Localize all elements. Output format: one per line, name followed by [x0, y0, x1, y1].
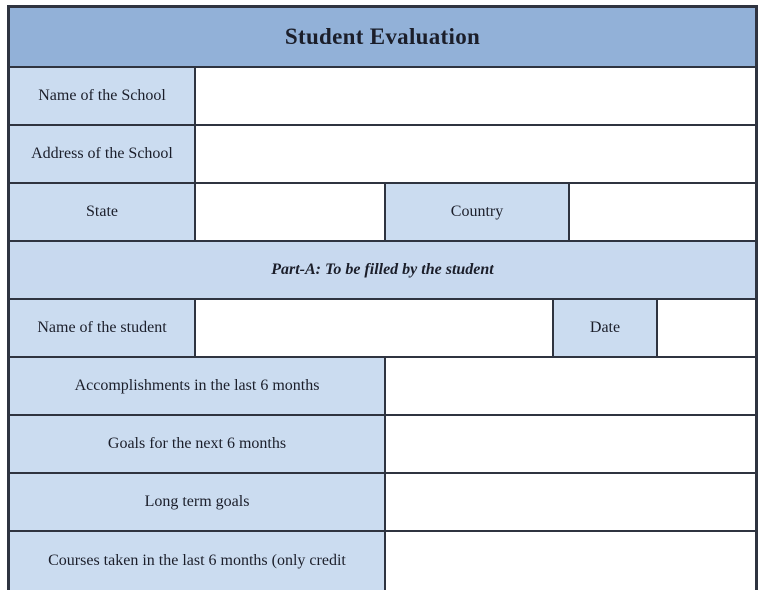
courses-taken-label: Courses taken in the last 6 months (only… — [10, 532, 386, 590]
part-a-banner-row: Part-A: To be filled by the student — [10, 240, 755, 298]
country-input[interactable] — [570, 184, 755, 240]
school-address-row: Address of the School — [10, 124, 755, 182]
student-name-input[interactable] — [196, 300, 554, 356]
goals-row: Goals for the next 6 months — [10, 414, 755, 472]
accomplishments-row: Accomplishments in the last 6 months — [10, 356, 755, 414]
state-label: State — [10, 184, 196, 240]
form-title: Student Evaluation — [284, 24, 481, 49]
country-label: Country — [386, 184, 570, 240]
student-name-label: Name of the student — [10, 300, 196, 356]
school-address-label: Address of the School — [10, 126, 196, 182]
school-name-label: Name of the School — [10, 68, 196, 124]
school-name-row: Name of the School — [10, 66, 755, 124]
long-term-goals-row: Long term goals — [10, 472, 755, 530]
school-address-input[interactable] — [196, 126, 755, 182]
accomplishments-label: Accomplishments in the last 6 months — [10, 358, 386, 414]
student-evaluation-form: Student Evaluation Name of the School Ad… — [7, 5, 758, 590]
state-country-row: State Country — [10, 182, 755, 240]
courses-taken-input[interactable] — [386, 532, 755, 590]
student-name-row: Name of the student Date — [10, 298, 755, 356]
state-input[interactable] — [196, 184, 386, 240]
goals-input[interactable] — [386, 416, 755, 472]
accomplishments-input[interactable] — [386, 358, 755, 414]
part-a-banner: Part-A: To be filled by the student — [10, 242, 755, 298]
long-term-goals-label: Long term goals — [10, 474, 386, 530]
courses-taken-row: Courses taken in the last 6 months (only… — [10, 530, 755, 590]
form-header-row: Student Evaluation — [10, 8, 755, 66]
date-label: Date — [554, 300, 658, 356]
form-title-cell: Student Evaluation — [10, 8, 755, 66]
school-name-input[interactable] — [196, 68, 755, 124]
goals-label: Goals for the next 6 months — [10, 416, 386, 472]
date-input[interactable] — [658, 300, 755, 356]
long-term-goals-input[interactable] — [386, 474, 755, 530]
